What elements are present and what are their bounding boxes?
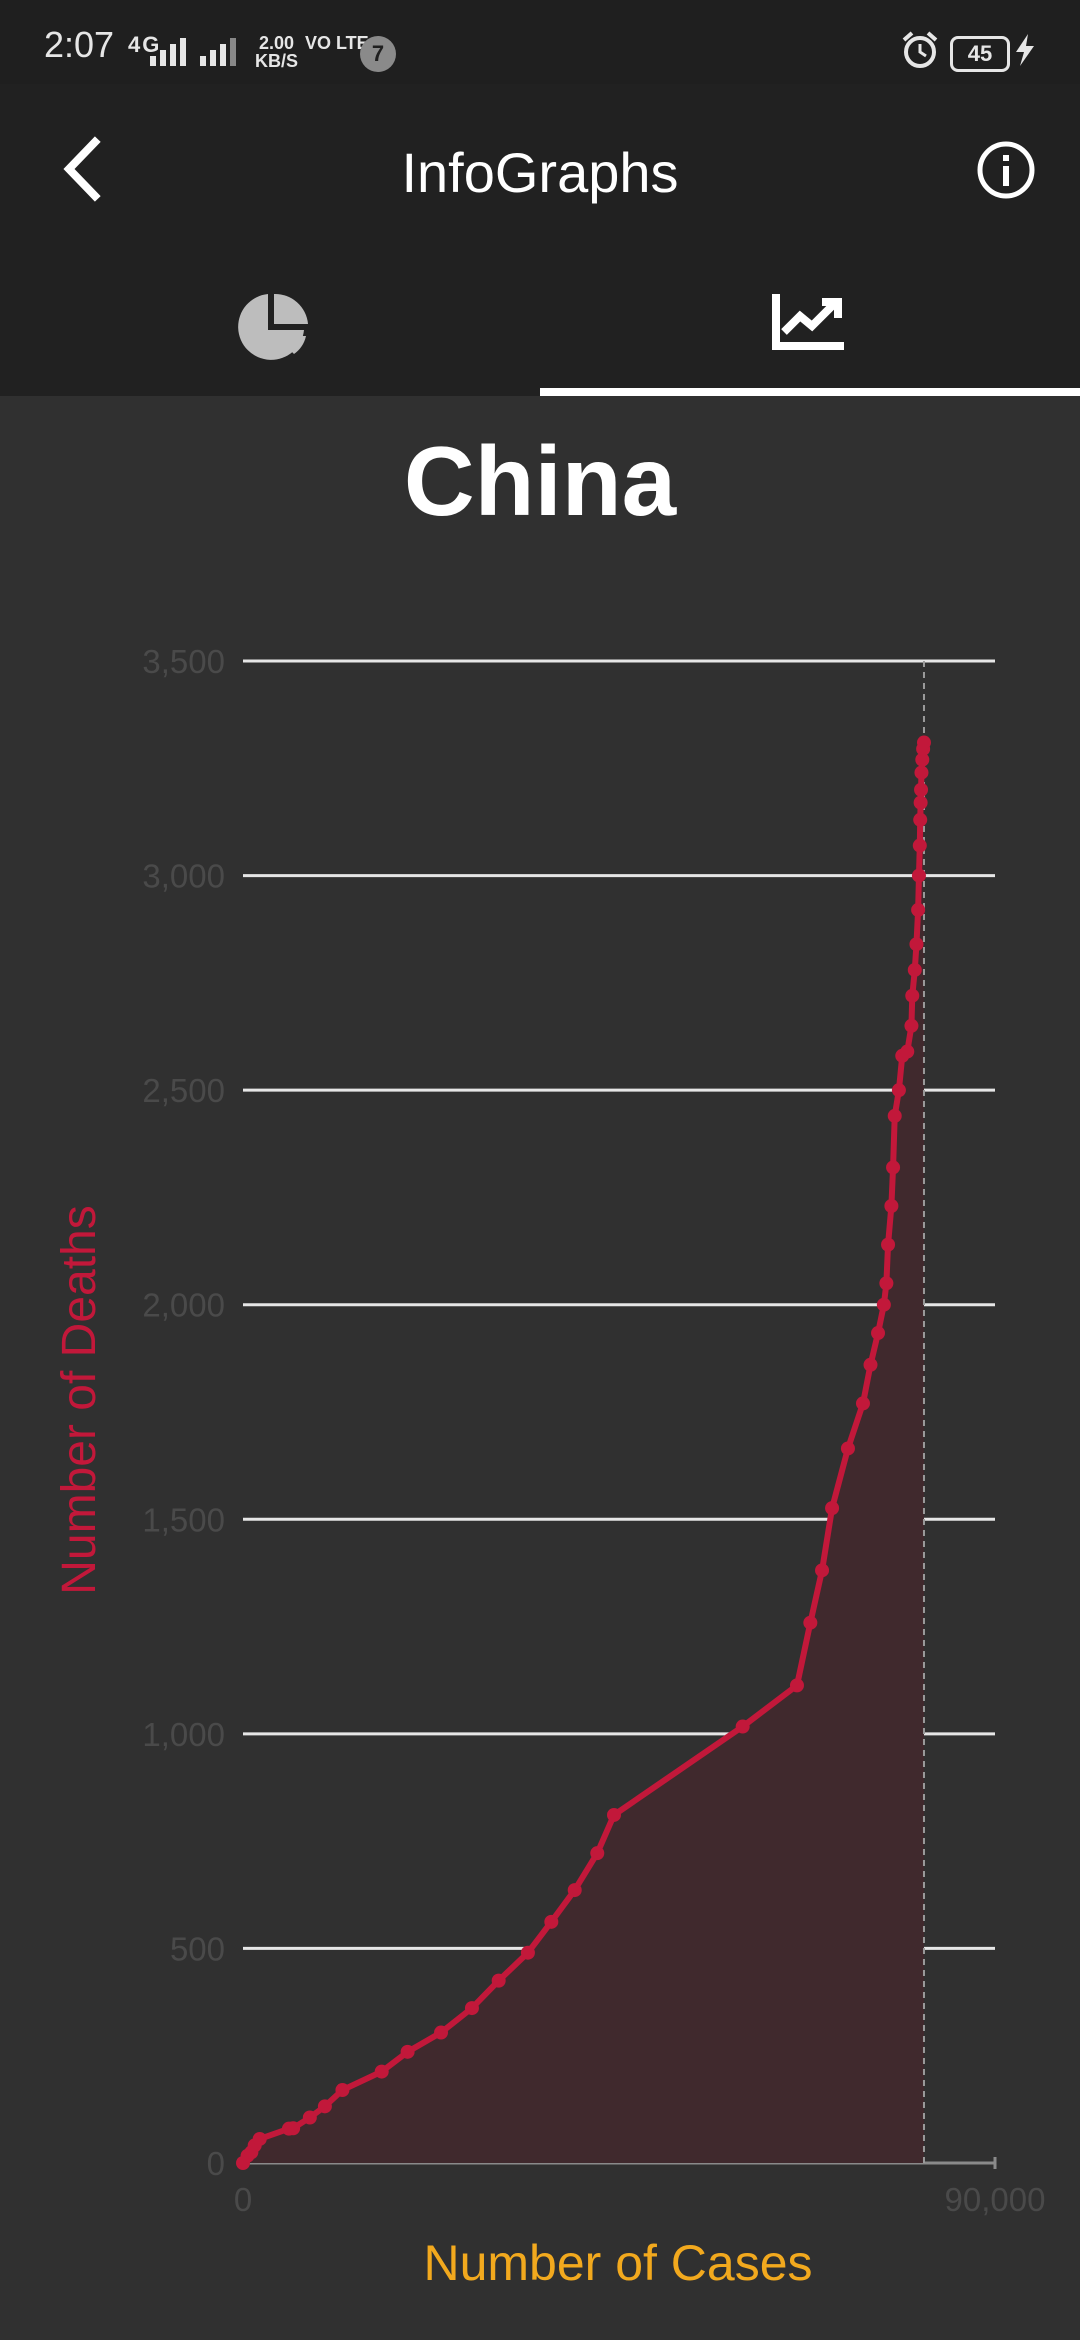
data-point [886,1160,901,1175]
selected-tab-indicator [540,388,1080,396]
volte-indicator: VO LTE [305,33,369,53]
data-point [909,937,924,952]
data-point [871,1326,886,1341]
y-tick-label: 1,500 [142,1501,225,1538]
y-tick-label: 3,000 [142,858,225,895]
speed-value: 2.00 [258,33,295,53]
data-point [520,1945,535,1960]
data-point [400,2044,415,2059]
x-axis-label: Number of Cases [423,2235,812,2291]
data-point [434,2025,449,2040]
data-point [735,1719,750,1734]
info-icon [977,141,1035,199]
data-point [815,1563,830,1578]
data-point [855,1396,870,1411]
status-time: 2:07 [44,24,115,65]
series-line [240,742,927,2165]
data-point [915,752,930,767]
speed-unit: KB/S [255,51,299,71]
charging-icon [1016,34,1034,66]
data-point [374,2064,389,2079]
data-point [789,1678,804,1693]
data-point [911,902,926,917]
data-point [912,838,927,853]
data-point [840,1441,855,1456]
data-point [606,1807,621,1822]
data-point [891,1083,906,1098]
page-title: InfoGraphs [401,141,679,204]
data-point [863,1357,878,1372]
network-type: 4G [128,32,162,57]
data-point [876,1297,891,1312]
network-speed: 2.00 KB/S [255,34,298,70]
data-point [913,795,928,810]
data-point [302,2110,317,2125]
back-button[interactable] [55,134,115,204]
pie-chart-icon [238,293,308,360]
data-point [803,1615,818,1630]
y-tick-label: 500 [170,1930,225,1967]
data-point [914,765,929,780]
series-area [243,742,924,2164]
tab-line-chart[interactable] [540,254,1080,396]
y-tick-label: 2,500 [142,1072,225,1109]
status-bar: 2:07 4G 2.00 KB/S VO LTE 7 45 [0,0,1080,84]
x-tick-label: 0 [234,2181,252,2218]
x-tick-label: 90,000 [945,2181,1046,2218]
data-point [887,1108,902,1123]
data-point [590,1846,605,1861]
data-point [286,2121,301,2136]
y-tick-label: 2,000 [142,1287,225,1324]
data-point [881,1237,896,1252]
data-point [905,988,920,1003]
app-bar: InfoGraphs [0,84,1080,254]
data-point [904,1018,919,1033]
y-tick-label: 3,500 [142,643,225,680]
y-tick-label: 0 [207,2145,225,2182]
notification-count: 7 [360,36,396,72]
tab-pie-chart[interactable] [0,254,540,396]
info-button[interactable] [976,140,1036,200]
data-point [911,868,926,883]
data-point [884,1199,899,1214]
data-point [907,962,922,977]
line-chart-icon [772,294,844,350]
data-point [879,1276,894,1291]
data-point [544,1914,559,1929]
y-tick-label: 1,000 [142,1716,225,1753]
data-point [900,1044,915,1059]
tab-bar [0,254,1080,396]
back-arrow-icon [63,136,101,202]
signal-icon [150,38,236,66]
y-axis-label: Number of Deaths [53,1205,106,1595]
data-point [567,1883,582,1898]
data-point [825,1501,840,1516]
chart-title: China [403,426,677,536]
data-point [335,2083,350,2098]
data-point [913,812,928,827]
data-point [916,735,931,750]
battery-level: 45 [950,36,1010,72]
data-point [491,1973,506,1988]
alarm-icon [902,31,938,68]
data-point [317,2099,332,2114]
data-point [464,2001,479,2016]
data-point [252,2131,267,2146]
data-point [914,782,929,797]
